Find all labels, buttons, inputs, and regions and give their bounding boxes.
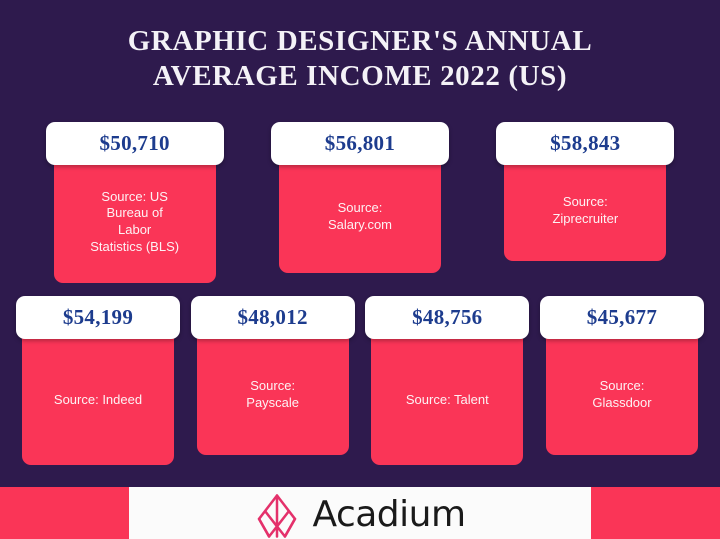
stat-card-source: Source: Salary.com [327, 200, 393, 232]
stat-card-header: $54,199 [16, 296, 180, 339]
stat-card-source: Source: US Bureau of Labor Statistics (B… [90, 188, 180, 254]
stat-card-body: Source: Payscale [196, 335, 349, 455]
stat-card-amount: $54,199 [62, 305, 134, 329]
stat-card-bls: $50,710 Source: US Bureau of Labor Stati… [45, 122, 224, 283]
stat-card-source: Source: Talent [405, 391, 489, 407]
page-title-line-1: Graphic Designer's Annual [127, 25, 593, 57]
stat-card-amount: $58,843 [550, 131, 621, 155]
stat-card-amount: $48,012 [237, 305, 308, 329]
stat-card-ziprecruiter: $58,843 Source: Ziprecruiter [496, 122, 675, 261]
stat-card-header: $48,756 [365, 296, 530, 339]
stat-card-amount: $56,801 [324, 131, 396, 155]
stat-card-salarycom: $56,801 Source: Salary.com [270, 122, 449, 273]
stat-card-row-1: $50,710 Source: US Bureau of Labor Stati… [0, 122, 720, 283]
stat-card-source: Source: Indeed [53, 391, 143, 407]
stat-card-source: Source: Glassdoor [592, 378, 652, 410]
stat-card-header: $58,843 [496, 122, 675, 165]
footer-bar: Acadium [0, 487, 720, 539]
stat-card-amount: $50,710 [99, 131, 170, 155]
stat-card-header: $56,801 [270, 122, 449, 165]
stat-card-payscale: $48,012 Source: Payscale [190, 296, 355, 455]
stat-card-glassdoor: $45,677 Source: Glassdoor [539, 296, 704, 455]
stat-card-indeed: $54,199 Source: Indeed [16, 296, 180, 465]
stat-card-source: Source: Ziprecruiter [552, 194, 619, 226]
stat-card-row-2: $54,199 Source: Indeed $48,012 Source: P… [0, 296, 720, 465]
stat-card-amount: $48,756 [412, 305, 483, 329]
footer-brand-panel: Acadium [129, 487, 591, 539]
acadium-diamond-icon [258, 494, 297, 538]
stat-card-body: Source: Salary.com [278, 161, 441, 273]
stat-card-body: Source: Indeed [22, 335, 174, 465]
stat-card-header: $48,012 [190, 296, 355, 339]
page-title-line-2: Average Income 2022 (US) [152, 60, 568, 93]
stat-card-body: Source: Talent [371, 335, 524, 465]
stat-card-source: Source: Payscale [246, 378, 300, 410]
stat-card-body: Source: US Bureau of Labor Statistics (B… [53, 161, 216, 283]
stat-card-header: $45,677 [539, 296, 704, 339]
stat-card-amount: $45,677 [586, 305, 658, 329]
stat-card-body: Source: Glassdoor [545, 335, 698, 455]
stat-card-body: Source: Ziprecruiter [504, 161, 667, 261]
stat-card-talent: $48,756 Source: Talent [365, 296, 530, 465]
page-title: Graphic Designer's Annual Average Income… [0, 24, 720, 95]
brand-wordmark: Acadium [312, 494, 466, 535]
stat-card-header: $50,710 [45, 122, 224, 165]
